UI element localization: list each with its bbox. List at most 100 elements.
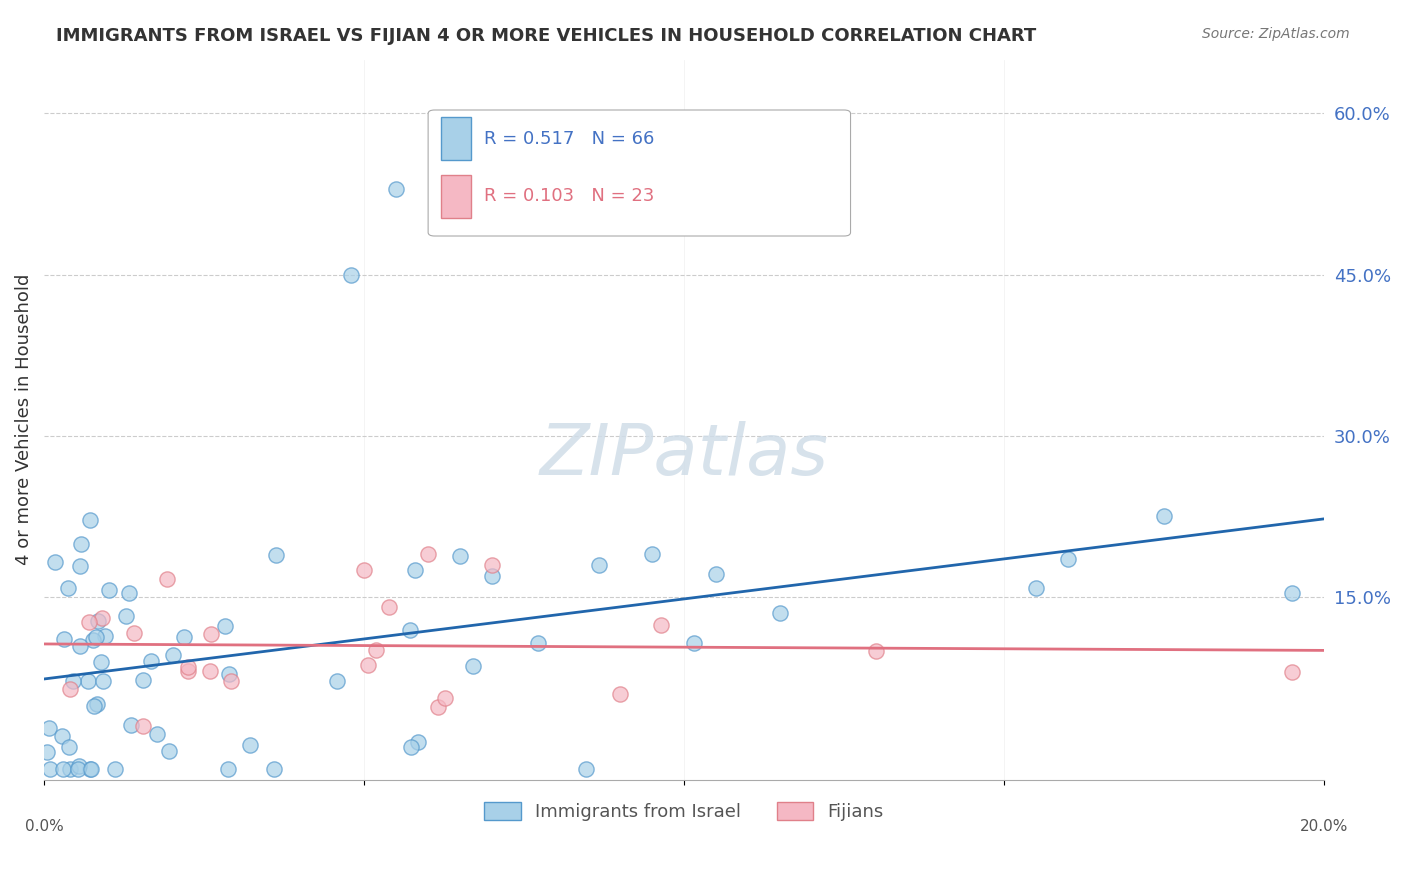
Immigrants from Israel (641, 547, 664, 561)
Immigrants from Israel (51, 729, 73, 743)
Fijians (124, 626, 146, 640)
Fijians (131, 719, 153, 733)
Immigrants from Israel (69, 640, 91, 654)
Text: R = 0.103   N = 23: R = 0.103 N = 23 (484, 187, 654, 205)
Immigrants from Israel (1025, 581, 1047, 595)
Immigrants from Israel (399, 740, 422, 755)
Immigrants from Israel (115, 609, 138, 624)
Immigrants from Israel (404, 563, 426, 577)
Immigrants from Israel (38, 762, 60, 776)
Immigrants from Israel (1281, 586, 1303, 600)
Immigrants from Israel (406, 735, 429, 749)
Fijians (200, 664, 222, 678)
Immigrants from Israel (53, 632, 76, 646)
Fijians (416, 547, 439, 561)
Immigrants from Israel (80, 762, 103, 776)
Immigrants from Israel (51, 762, 73, 776)
Immigrants from Israel (139, 654, 162, 668)
Fijians (59, 682, 82, 697)
Immigrants from Israel (1153, 509, 1175, 524)
Fijians (1281, 665, 1303, 680)
Fijians (865, 643, 887, 657)
Immigrants from Israel (704, 566, 727, 581)
Text: IMMIGRANTS FROM ISRAEL VS FIJIAN 4 OR MORE VEHICLES IN HOUSEHOLD CORRELATION CHA: IMMIGRANTS FROM ISRAEL VS FIJIAN 4 OR MO… (56, 27, 1036, 45)
Fijians (433, 690, 456, 705)
Immigrants from Israel (67, 759, 90, 773)
Text: Source: ZipAtlas.com: Source: ZipAtlas.com (1202, 27, 1350, 41)
Fijians (200, 627, 222, 641)
Immigrants from Israel (217, 762, 239, 776)
Y-axis label: 4 or more Vehicles in Household: 4 or more Vehicles in Household (15, 274, 32, 566)
FancyBboxPatch shape (427, 110, 851, 236)
Immigrants from Israel (263, 762, 285, 776)
Immigrants from Israel (463, 659, 485, 673)
Fijians (77, 615, 100, 629)
Immigrants from Israel (62, 673, 84, 688)
Immigrants from Israel (79, 513, 101, 527)
Immigrants from Israel (132, 673, 155, 687)
Immigrants from Israel (162, 648, 184, 662)
Fijians (176, 660, 198, 674)
Immigrants from Israel (399, 623, 422, 637)
Text: 0.0%: 0.0% (25, 819, 63, 834)
Immigrants from Israel (340, 268, 363, 282)
Fijians (378, 600, 401, 615)
Immigrants from Israel (44, 555, 66, 569)
Immigrants from Israel (526, 636, 548, 650)
Text: ZIPatlas: ZIPatlas (540, 421, 828, 490)
Immigrants from Israel (588, 558, 610, 572)
Immigrants from Israel (769, 606, 792, 620)
Fijians (357, 657, 380, 672)
Bar (441, 175, 471, 218)
Immigrants from Israel (66, 762, 89, 776)
Immigrants from Israel (38, 721, 60, 735)
Text: R = 0.517   N = 66: R = 0.517 N = 66 (484, 130, 654, 148)
Immigrants from Israel (120, 718, 142, 732)
Fijians (91, 611, 114, 625)
Fijians (219, 674, 242, 689)
Immigrants from Israel (86, 614, 108, 628)
Immigrants from Israel (214, 619, 236, 633)
Immigrants from Israel (218, 667, 240, 681)
Immigrants from Israel (157, 744, 180, 758)
Immigrants from Israel (326, 674, 349, 689)
Immigrants from Israel (90, 655, 112, 669)
Immigrants from Israel (82, 633, 104, 648)
Fijians (177, 664, 200, 678)
Immigrants from Israel (575, 762, 598, 776)
Fijians (366, 643, 388, 657)
Immigrants from Israel (70, 537, 93, 551)
Fijians (426, 699, 449, 714)
Immigrants from Israel (86, 697, 108, 711)
Immigrants from Israel (59, 762, 82, 776)
Immigrants from Israel (83, 699, 105, 714)
Immigrants from Israel (69, 559, 91, 574)
Immigrants from Israel (264, 548, 287, 562)
Immigrants from Israel (58, 740, 80, 755)
Immigrants from Israel (145, 727, 167, 741)
Immigrants from Israel (37, 745, 59, 759)
Immigrants from Israel (77, 674, 100, 689)
Fijians (481, 558, 503, 572)
Immigrants from Israel (104, 762, 127, 776)
Immigrants from Israel (1057, 552, 1080, 566)
Immigrants from Israel (98, 583, 121, 598)
Fijians (353, 563, 375, 577)
Fijians (609, 687, 631, 701)
Immigrants from Israel (239, 738, 262, 752)
Immigrants from Israel (79, 762, 101, 776)
Immigrants from Israel (93, 673, 115, 688)
Immigrants from Israel (385, 181, 408, 195)
Immigrants from Israel (118, 586, 141, 600)
Immigrants from Israel (84, 630, 107, 644)
Immigrants from Israel (683, 636, 706, 650)
Immigrants from Israel (481, 568, 503, 582)
Legend: Immigrants from Israel, Fijians: Immigrants from Israel, Fijians (477, 795, 891, 828)
Fijians (156, 572, 179, 586)
Fijians (650, 618, 672, 632)
Immigrants from Israel (173, 630, 195, 644)
Immigrants from Israel (94, 629, 117, 643)
Text: 20.0%: 20.0% (1301, 819, 1348, 834)
Immigrants from Israel (449, 549, 471, 564)
Bar (441, 117, 471, 161)
